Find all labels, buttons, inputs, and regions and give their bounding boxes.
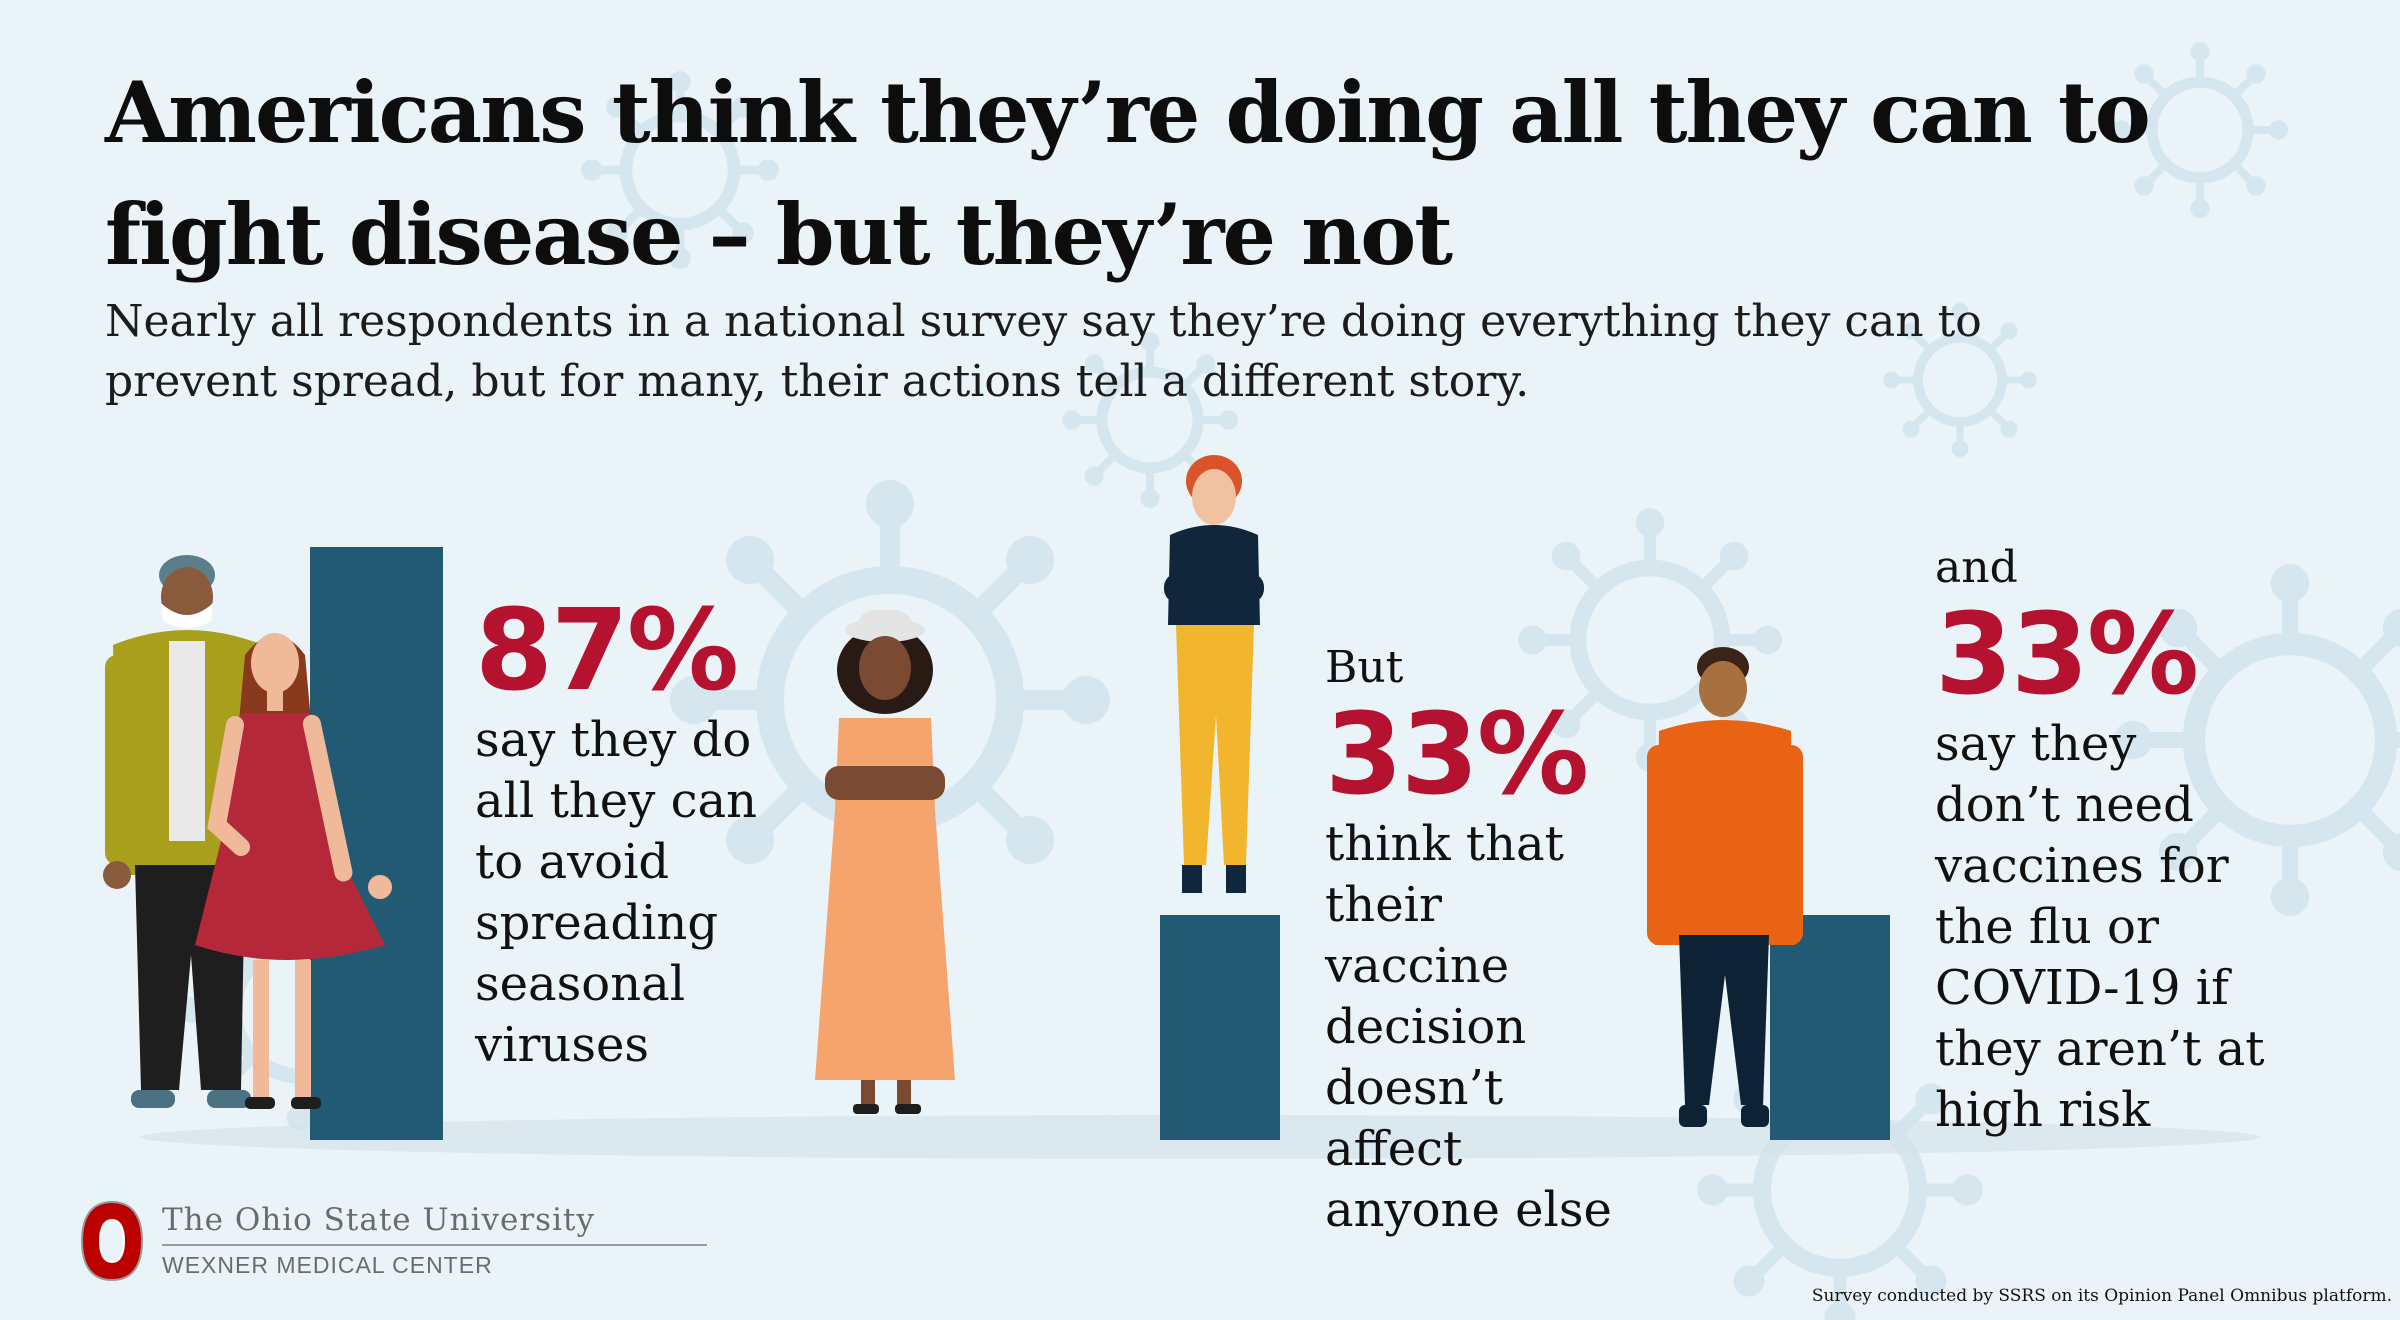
man-on-bar-illustration	[1164, 455, 1264, 893]
woman-peach-dress-illustration	[815, 610, 955, 1114]
stat-lead: and	[1935, 542, 2018, 593]
stat-description: think that their vaccine decision doesn’…	[1325, 816, 1612, 1238]
stat-description: say they don’t need vaccines for the flu…	[1935, 716, 2265, 1138]
woman-red-dress-illustration	[195, 633, 392, 1109]
logo-divider	[162, 1244, 707, 1246]
ohio-state-block-o-icon	[80, 1200, 144, 1282]
chart-subtitle: Nearly all respondents in a national sur…	[105, 296, 1982, 407]
university-name: The Ohio State University	[162, 1202, 595, 1238]
stat-description: say they do all they can to avoid spread…	[475, 712, 757, 1073]
source-footnote: Survey conducted by SSRS on its Opinion …	[1811, 1286, 2392, 1306]
medical-center-name: WEXNER MEDICAL CENTER	[162, 1252, 493, 1278]
bar-33-percent-no-vaccine-needed	[1770, 915, 1890, 1140]
stat-block-3: and 33% say they don’t need vaccines for…	[1935, 540, 2265, 1141]
chart-title: Americans think they’re doing all they c…	[105, 63, 2151, 284]
man-orange-sweater-illustration	[1647, 647, 1803, 1127]
percent-label: 33%	[1325, 690, 1589, 820]
percent-label: 33%	[1935, 590, 2199, 720]
bar-33-percent-vaccine-decision	[1160, 915, 1280, 1140]
university-logo: The Ohio State University WEXNER MEDICAL…	[80, 1198, 707, 1288]
percent-label: 87%	[475, 586, 739, 716]
stat-block-1: 87% say they do all they can to avoid sp…	[475, 592, 765, 1076]
stat-block-2: But 33% think that their vaccine decisio…	[1325, 640, 1625, 1241]
stat-lead: But	[1325, 642, 1404, 693]
